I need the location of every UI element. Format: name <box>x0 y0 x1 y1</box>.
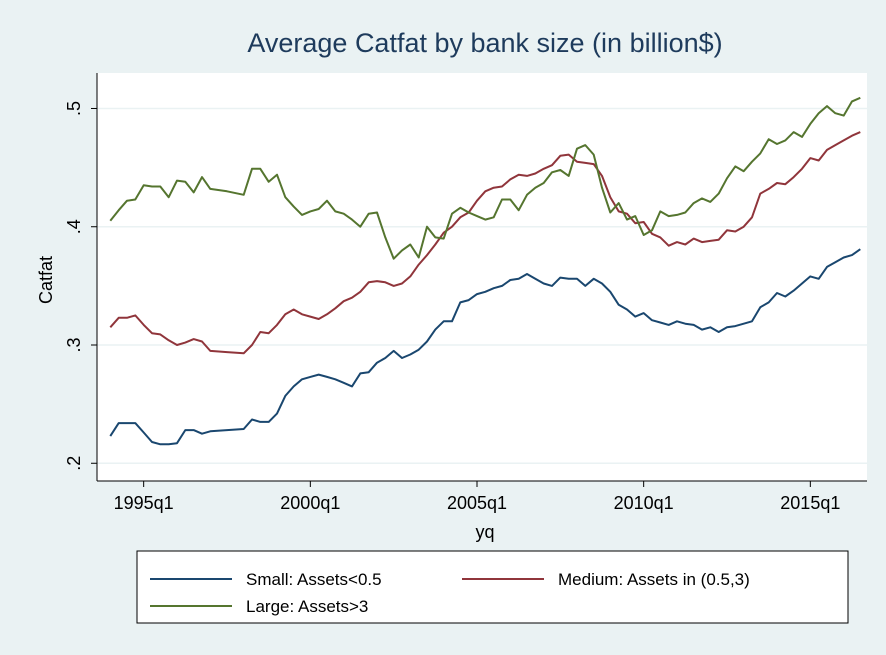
x-axis-label: yq <box>475 522 494 542</box>
legend-label-2: Large: Assets>3 <box>246 597 368 616</box>
y-axis-label: Catfat <box>36 256 56 304</box>
x-tick-label: 2000q1 <box>280 493 340 513</box>
grid-lines <box>97 107 867 465</box>
x-tick-label: 1995q1 <box>114 493 174 513</box>
series-line-0 <box>109 248 861 446</box>
legend: Small: Assets<0.5 Medium: Assets in (0.5,… <box>136 550 849 624</box>
y-tick-label: .5 <box>64 101 84 116</box>
legend-label-1: Medium: Assets in (0.5,3) <box>558 570 750 589</box>
x-tick-label: 2015q1 <box>780 493 840 513</box>
x-tick-label: 2010q1 <box>614 493 674 513</box>
plot-area <box>97 73 867 481</box>
series-line-1 <box>109 131 861 355</box>
y-tick-label: .4 <box>64 219 84 234</box>
series-line-2 <box>109 96 861 260</box>
y-tick-label: .2 <box>64 456 84 471</box>
axes: .2 .3 .4 .5 1995q1 2000q1 2005q1 2010q1 2015q1 <box>64 73 867 513</box>
legend-label-0: Small: Assets<0.5 <box>246 570 382 589</box>
y-tick-label: .3 <box>64 337 84 352</box>
x-tick-label: 2005q1 <box>447 493 507 513</box>
series-lines <box>109 96 861 446</box>
chart-title: Average Catfat by bank size (in billion$… <box>247 28 722 58</box>
legend-box <box>136 550 849 624</box>
